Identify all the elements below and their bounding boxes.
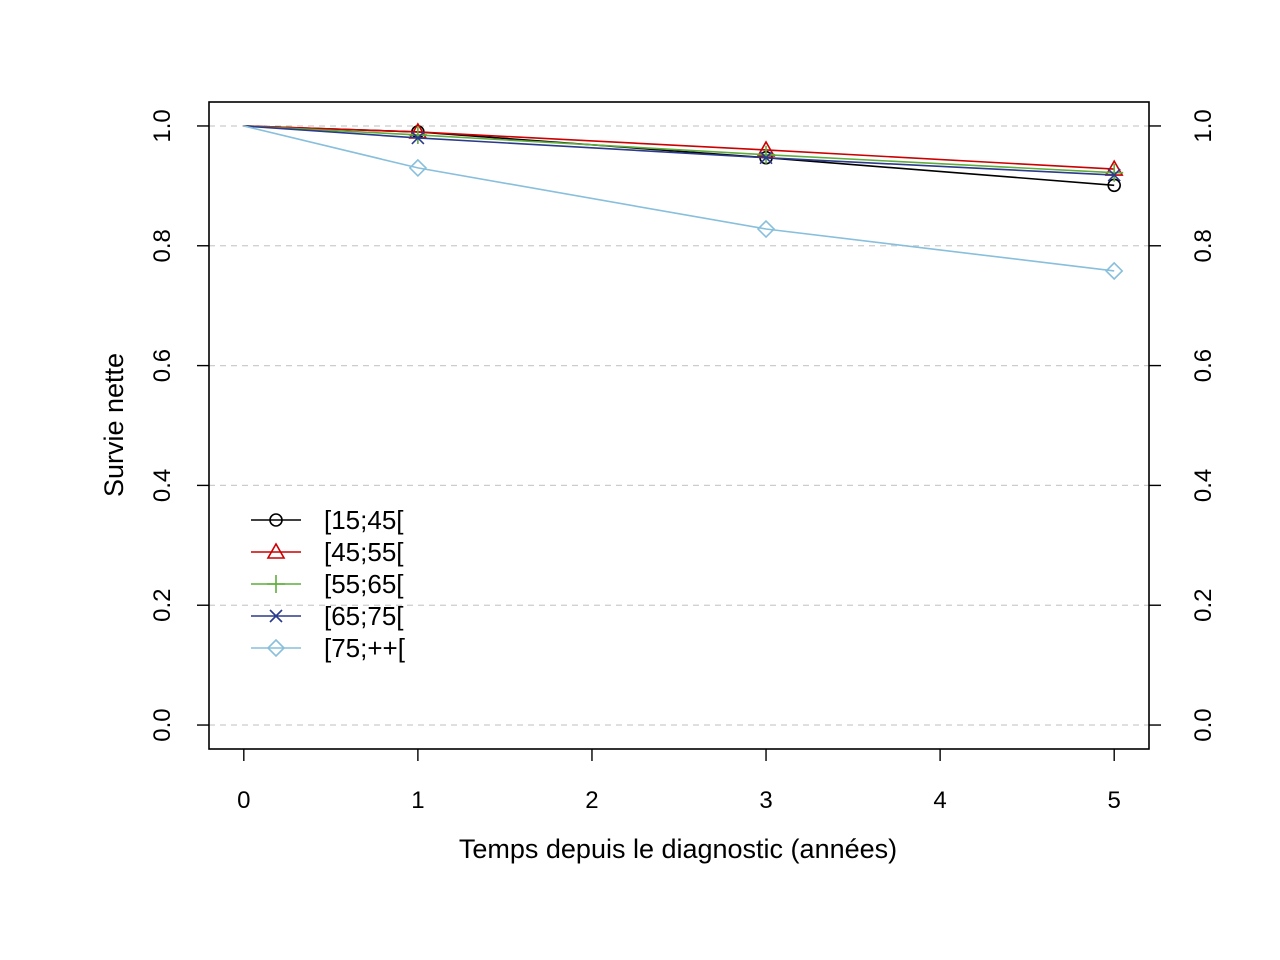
x-tick-label: 0 <box>237 787 250 814</box>
data-point-cross <box>269 609 283 623</box>
data-point-circle <box>269 513 283 527</box>
data-point-plus <box>408 125 427 144</box>
data-point-plus <box>267 575 285 593</box>
data-point-plus <box>757 145 776 164</box>
legend-label: [75;++[ <box>324 633 406 663</box>
legend-label: [55;65[ <box>324 569 404 599</box>
y-tick-label: 0.0 <box>149 708 176 741</box>
axes: 0.0 0.2 0.4 0.6 0.8 1.0 0.0 0.2 0.4 0.6 0.8 1.0 0 1 2 3… <box>149 109 1217 814</box>
y-right-tick-label: 0.4 <box>1190 469 1217 502</box>
legend-label: [15;45[ <box>324 505 404 535</box>
data-point-diamond <box>756 219 776 239</box>
data-point-diamond <box>266 638 286 658</box>
series-line <box>243 125 1115 176</box>
grid-lines <box>209 125 1149 726</box>
y-tick-label: 0.8 <box>149 229 176 262</box>
y-tick-label: 0.6 <box>149 349 176 382</box>
y-right-tick-label: 0.2 <box>1190 589 1217 622</box>
series-line <box>243 125 1115 170</box>
x-tick-label: 5 <box>1108 787 1121 814</box>
x-tick-label: 3 <box>759 787 772 814</box>
y-tick-label: 0.4 <box>149 469 176 502</box>
y-tick-label: 0.2 <box>149 589 176 622</box>
x-tick-label: 4 <box>933 787 946 814</box>
legend-label: [65;75[ <box>324 601 404 631</box>
legend: [15;45[[45;55[[55;65[[65;75[[75;++[ <box>251 505 406 663</box>
y-axis-title: Survie nette <box>99 353 129 497</box>
legend-label: [45;55[ <box>324 537 404 567</box>
x-tick-label: 2 <box>585 787 598 814</box>
series-line <box>243 125 1115 272</box>
plot-frame <box>208 101 1150 750</box>
y-right-tick-label: 0.6 <box>1190 349 1217 382</box>
data-point-diamond <box>408 158 428 178</box>
data-point-plus <box>1105 163 1124 182</box>
x-tick-label: 1 <box>411 787 424 814</box>
data-point-cross <box>411 131 425 145</box>
y-right-tick-label: 0.8 <box>1190 229 1217 262</box>
data-point-cross <box>759 151 773 165</box>
y-right-tick-label: 0.0 <box>1190 708 1217 741</box>
data-point-cross <box>1107 168 1121 182</box>
y-right-tick-label: 1.0 <box>1190 109 1217 142</box>
data-point-diamond <box>1105 261 1124 281</box>
y-tick-label: 1.0 <box>149 109 176 142</box>
series-line <box>243 125 1115 174</box>
series-lines <box>243 122 1124 281</box>
x-axis-title: Temps depuis le diagnostic (années) <box>459 834 897 864</box>
data-point-triangle <box>266 542 286 559</box>
